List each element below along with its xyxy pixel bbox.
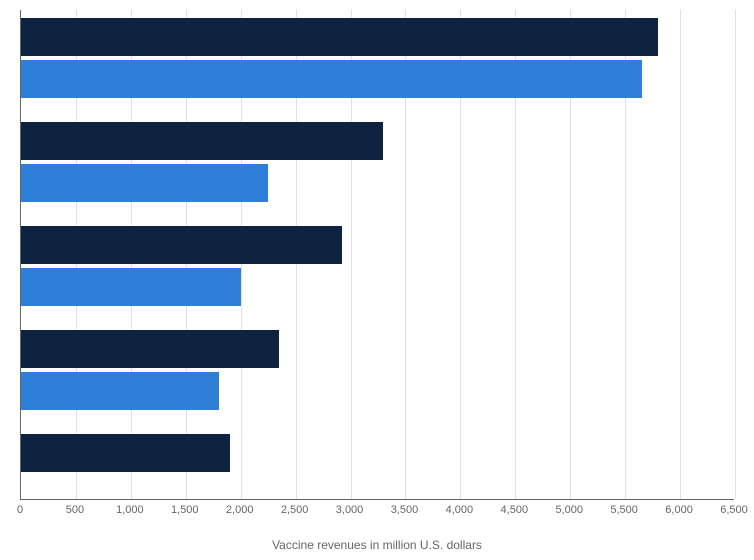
x-tick-label: 6,500 bbox=[720, 504, 748, 516]
x-tick-label: 0 bbox=[17, 504, 23, 516]
x-tick-label: 1,500 bbox=[171, 504, 199, 516]
plot-area bbox=[20, 10, 734, 500]
x-tick-label: 3,500 bbox=[391, 504, 419, 516]
bar-series-b bbox=[21, 60, 642, 98]
x-tick-label: 5,500 bbox=[610, 504, 638, 516]
x-tick-label: 6,000 bbox=[665, 504, 693, 516]
bar-series-a bbox=[21, 18, 658, 56]
x-tick-label: 2,500 bbox=[281, 504, 309, 516]
x-tick-label: 2,000 bbox=[226, 504, 254, 516]
bar-series-a bbox=[21, 226, 342, 264]
x-tick-label: 5,000 bbox=[555, 504, 583, 516]
gridline bbox=[680, 10, 681, 499]
x-tick-label: 500 bbox=[66, 504, 84, 516]
chart-container: Vaccine revenues in million U.S. dollars… bbox=[0, 0, 754, 560]
bar-series-b bbox=[21, 164, 268, 202]
gridline bbox=[735, 10, 736, 499]
x-tick-label: 4,500 bbox=[501, 504, 529, 516]
bar-series-a bbox=[21, 434, 230, 472]
bar-series-b bbox=[21, 372, 219, 410]
bar-series-b bbox=[21, 268, 241, 306]
x-tick-label: 4,000 bbox=[446, 504, 474, 516]
x-axis-label: Vaccine revenues in million U.S. dollars bbox=[272, 538, 482, 552]
x-tick-label: 3,000 bbox=[336, 504, 364, 516]
bar-series-a bbox=[21, 330, 279, 368]
x-tick-label: 1,000 bbox=[116, 504, 144, 516]
bar-series-a bbox=[21, 122, 383, 160]
